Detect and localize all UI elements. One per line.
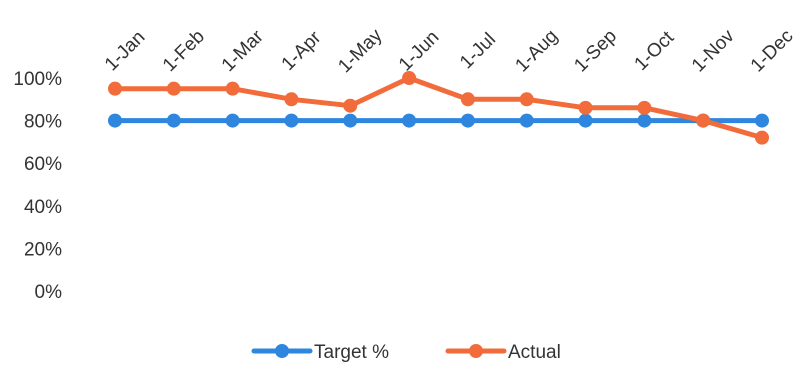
legend-item-actual: Actual — [445, 342, 561, 363]
data-point-target — [755, 113, 769, 128]
y-tick-label: 20% — [24, 239, 62, 260]
x-tick-label: 1-Jun — [395, 27, 443, 75]
data-point-actual — [166, 81, 181, 96]
y-tick-label: 0% — [35, 282, 63, 303]
x-tick-label: 1-Sep — [570, 26, 621, 77]
data-point-target — [108, 113, 122, 128]
x-tick-label: 1-Oct — [631, 27, 679, 75]
y-tick-label: 60% — [24, 154, 62, 175]
x-tick-label: 1-Feb — [159, 26, 209, 76]
data-point-actual — [402, 71, 417, 85]
data-point-actual — [637, 100, 652, 115]
data-point-target — [460, 113, 475, 128]
series-line-actual — [112, 75, 765, 141]
series-layer — [108, 71, 769, 145]
data-point-actual — [225, 81, 240, 96]
y-tick-label: 80% — [24, 112, 62, 133]
data-point-actual — [755, 130, 769, 145]
y-tick-label: 40% — [24, 197, 62, 218]
legend: Target % Actual — [251, 342, 561, 363]
legend-label: Actual — [508, 342, 561, 363]
x-tick-label: 1-Mar — [218, 26, 268, 76]
legend-swatch-marker — [275, 344, 289, 358]
legend-swatch-marker — [469, 344, 483, 358]
y-axis-ticks: 0% 20% 40% 60% 80% 100% — [13, 69, 62, 303]
data-point-target — [343, 113, 358, 128]
y-tick-label: 100% — [13, 69, 62, 90]
data-point-actual — [284, 92, 299, 107]
data-point-target — [284, 113, 299, 128]
data-point-target — [578, 113, 593, 128]
x-tick-label: 1-Apr — [278, 27, 326, 75]
data-point-target — [225, 113, 240, 128]
legend-label: Target % — [314, 342, 389, 363]
x-tick-label: 1-Dec — [747, 26, 798, 77]
series-actual — [108, 71, 769, 145]
x-tick-label: 1-May — [334, 25, 387, 78]
data-point-actual — [696, 113, 711, 128]
data-point-target — [637, 113, 652, 128]
x-tick-label: 1-Nov — [688, 25, 739, 76]
data-point-target — [519, 113, 534, 128]
x-tick-label: 1-Jan — [101, 27, 149, 75]
data-point-actual — [519, 92, 534, 107]
data-point-target — [402, 113, 417, 128]
x-tick-label: 1-Aug — [511, 26, 562, 77]
data-point-actual — [108, 81, 122, 96]
data-point-actual — [578, 100, 593, 115]
data-point-actual — [460, 92, 475, 107]
data-point-target — [166, 113, 181, 128]
series-target — [108, 113, 769, 128]
legend-item-target: Target % — [251, 342, 389, 363]
x-axis-ticks: 1-Jan 1-Feb 1-Mar 1-Apr 1-May 1-Jun 1-Jul 1-Aug… — [101, 25, 798, 78]
data-point-actual — [343, 98, 358, 113]
x-tick-label: 1-Jul — [456, 29, 500, 73]
